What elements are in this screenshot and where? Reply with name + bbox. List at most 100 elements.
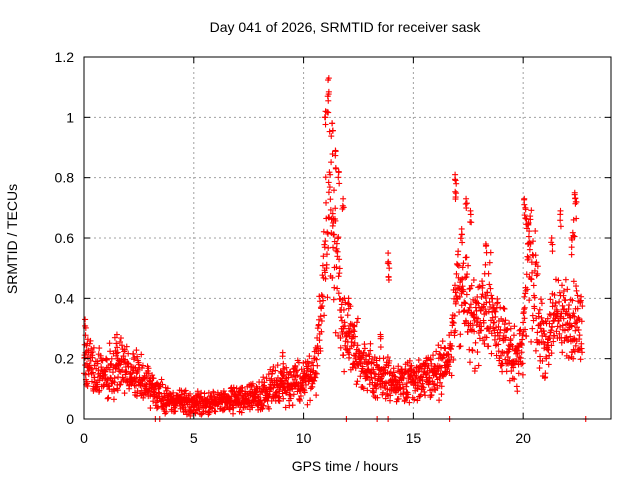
data-point	[322, 108, 329, 115]
data-point	[475, 300, 482, 307]
data-point	[489, 301, 496, 308]
data-point	[314, 362, 321, 369]
data-point	[564, 286, 571, 293]
data-point	[578, 318, 585, 325]
data-point	[99, 357, 106, 364]
data-point	[103, 355, 110, 362]
data-point	[548, 327, 555, 334]
data-point	[504, 353, 511, 360]
data-point	[147, 405, 154, 412]
data-point	[140, 375, 147, 382]
data-point	[317, 313, 324, 320]
data-point	[327, 171, 334, 178]
data-point	[269, 368, 276, 375]
data-point	[430, 352, 437, 359]
data-point	[287, 395, 294, 402]
data-point	[345, 325, 352, 332]
data-point	[537, 325, 544, 332]
data-point	[472, 339, 479, 346]
data-point	[341, 322, 348, 329]
data-point	[480, 319, 487, 326]
data-point	[437, 379, 444, 386]
data-point	[491, 327, 498, 334]
data-point	[471, 328, 478, 335]
data-point	[467, 211, 474, 218]
data-point	[436, 350, 443, 357]
data-point	[354, 342, 361, 349]
data-point	[420, 384, 427, 391]
data-point	[459, 239, 466, 246]
data-point	[460, 260, 467, 267]
data-point	[182, 387, 189, 394]
data-point	[517, 355, 524, 362]
y-tick-label: 0	[66, 411, 74, 427]
data-point	[565, 354, 572, 361]
data-point	[534, 263, 541, 270]
data-point	[572, 195, 579, 202]
data-point	[397, 385, 404, 392]
data-point	[458, 276, 465, 283]
data-point	[497, 304, 504, 311]
data-point	[478, 304, 485, 311]
data-point	[380, 355, 387, 362]
data-point	[89, 354, 96, 361]
data-point	[497, 326, 504, 333]
data-point	[385, 258, 392, 265]
data-point	[492, 313, 499, 320]
data-point	[452, 196, 459, 203]
data-point	[569, 297, 576, 304]
data-point	[249, 404, 256, 411]
data-point	[463, 254, 470, 261]
data-point	[561, 327, 568, 334]
data-point	[370, 366, 377, 373]
data-point	[325, 77, 332, 84]
data-point	[454, 262, 461, 269]
data-point	[538, 314, 545, 321]
data-point	[116, 338, 123, 345]
data-point	[282, 404, 289, 411]
data-point	[313, 370, 320, 377]
x-tick-label: 10	[296, 430, 312, 446]
data-point	[104, 395, 111, 402]
data-point	[280, 371, 287, 378]
data-point	[520, 319, 527, 326]
data-point	[125, 360, 132, 367]
data-point	[518, 342, 525, 349]
data-point	[325, 179, 332, 186]
data-point	[502, 317, 509, 324]
data-point	[522, 206, 529, 213]
data-point	[414, 397, 421, 404]
data-point	[507, 335, 514, 342]
data-point	[304, 401, 311, 408]
data-point	[96, 387, 103, 394]
data-point	[270, 363, 277, 370]
data-point	[468, 282, 475, 289]
data-point	[485, 343, 492, 350]
data-point	[114, 349, 121, 356]
data-point	[223, 404, 230, 411]
data-point	[511, 323, 518, 330]
data-point	[576, 332, 583, 339]
x-tick-label: 15	[406, 430, 422, 446]
data-point	[163, 408, 170, 415]
data-point	[422, 392, 429, 399]
data-point	[280, 365, 287, 372]
data-point	[473, 321, 480, 328]
data-point	[331, 231, 338, 238]
x-tick-label: 0	[80, 430, 88, 446]
data-point	[329, 210, 336, 217]
data-point	[182, 406, 189, 413]
data-point	[460, 286, 467, 293]
data-point	[344, 312, 351, 319]
data-point	[319, 303, 326, 310]
data-point	[421, 388, 428, 395]
data-point	[334, 285, 341, 292]
data-point	[496, 336, 503, 343]
data-point	[463, 195, 470, 202]
y-tick-label: 0.2	[55, 351, 75, 367]
data-point	[535, 313, 542, 320]
data-point	[452, 177, 459, 184]
data-point	[338, 314, 345, 321]
data-point	[562, 297, 569, 304]
data-point	[340, 325, 347, 332]
